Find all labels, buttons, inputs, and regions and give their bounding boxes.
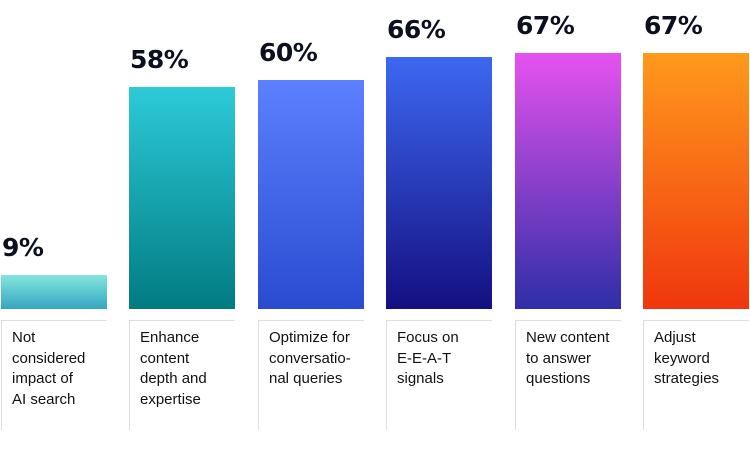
category-label: Focus on E-E-A-T signals xyxy=(397,329,459,387)
data-label: 67% xyxy=(516,11,575,40)
bar xyxy=(643,53,749,309)
category-label-box: Adjust keyword strategies xyxy=(643,320,749,430)
bar xyxy=(515,53,621,309)
data-label: 58% xyxy=(130,45,189,75)
category-label: Not considered impact of AI search xyxy=(12,329,86,408)
bar xyxy=(386,56,492,309)
category-label-box: New content to answer questions xyxy=(515,320,621,430)
bar xyxy=(258,79,364,309)
category-label-box: Focus on E-E-A-T signals xyxy=(386,320,492,430)
category-label: Optimize for conversatio- nal queries xyxy=(269,329,351,387)
data-label: 9% xyxy=(2,232,44,262)
bar xyxy=(1,274,107,309)
category-label: Adjust keyword strategies xyxy=(654,329,720,387)
data-label: 60% xyxy=(259,37,318,67)
category-label-box: Not considered impact of AI search xyxy=(1,320,107,430)
category-label-box: Enhance content depth and expertise xyxy=(129,320,235,430)
data-label: 67% xyxy=(644,11,703,40)
bar xyxy=(129,87,235,309)
data-label: 66% xyxy=(387,14,446,44)
category-label: New content to answer questions xyxy=(526,329,610,387)
category-label-box: Optimize for conversatio- nal queries xyxy=(258,320,364,430)
category-label: Enhance content depth and expertise xyxy=(140,329,207,408)
